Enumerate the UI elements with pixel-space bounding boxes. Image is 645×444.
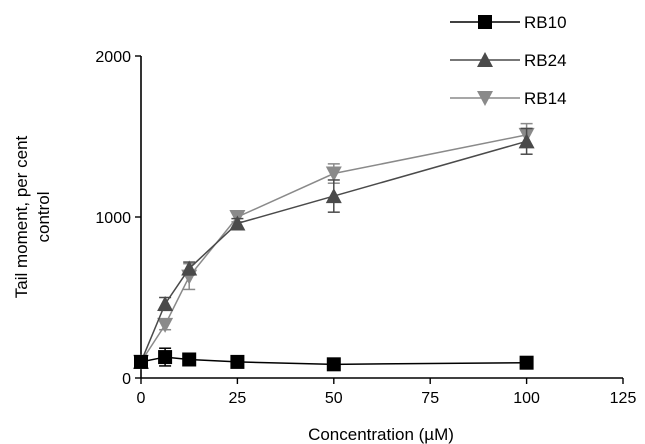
x-axis-title: Concentration (µM) <box>308 425 454 444</box>
legend-label-RB10: RB10 <box>524 13 567 32</box>
y-axis-title-line-1: Tail moment, per cent <box>12 135 31 298</box>
series-layer <box>133 122 535 372</box>
x-tick-label-2: 50 <box>325 390 343 407</box>
series-RB24 <box>133 127 535 369</box>
y-tick-label-2: 2000 <box>95 49 131 66</box>
legend-marker-RB14 <box>477 91 493 106</box>
x-tick-label-1: 25 <box>229 390 247 407</box>
legend-marker-RB24 <box>477 52 493 67</box>
point-RB24-3 <box>229 215 246 231</box>
point-RB10-1 <box>158 350 173 365</box>
x-tick-label-3: 75 <box>421 390 439 407</box>
point-RB10-4 <box>326 357 341 372</box>
point-RB24-4 <box>325 188 342 204</box>
legend: RB10 RB24 RB14 <box>450 13 567 108</box>
point-RB24-2 <box>181 260 198 276</box>
point-RB10-3 <box>230 354 245 369</box>
point-RB14-1 <box>157 317 174 333</box>
legend-item-RB10: RB10 <box>450 13 567 32</box>
point-RB24-1 <box>157 295 174 311</box>
point-RB10-2 <box>182 352 197 367</box>
point-RB10-5 <box>519 355 534 370</box>
x-tick-label-4: 100 <box>513 390 540 407</box>
axes: 0 25 50 75 100 125 0 1000 2000 <box>95 49 636 407</box>
legend-item-RB24: RB24 <box>450 51 567 70</box>
y-axis-title-line-2: control <box>34 191 53 242</box>
y-tick-label-0: 0 <box>122 371 131 388</box>
series-RB10 <box>134 347 534 372</box>
legend-label-RB24: RB24 <box>524 51 567 70</box>
point-RB14-4 <box>325 166 342 182</box>
legend-item-RB14: RB14 <box>450 89 567 108</box>
x-tick-label-5: 125 <box>610 390 637 407</box>
legend-marker-RB10 <box>478 15 492 29</box>
point-RB24-5 <box>518 133 535 149</box>
legend-label-RB14: RB14 <box>524 89 567 108</box>
y-tick-label-1: 1000 <box>95 210 131 227</box>
series-line-RB24 <box>140 140 527 363</box>
point-RB10-0 <box>134 354 148 369</box>
x-tick-label-0: 0 <box>137 390 146 407</box>
series-RB14 <box>133 122 535 370</box>
